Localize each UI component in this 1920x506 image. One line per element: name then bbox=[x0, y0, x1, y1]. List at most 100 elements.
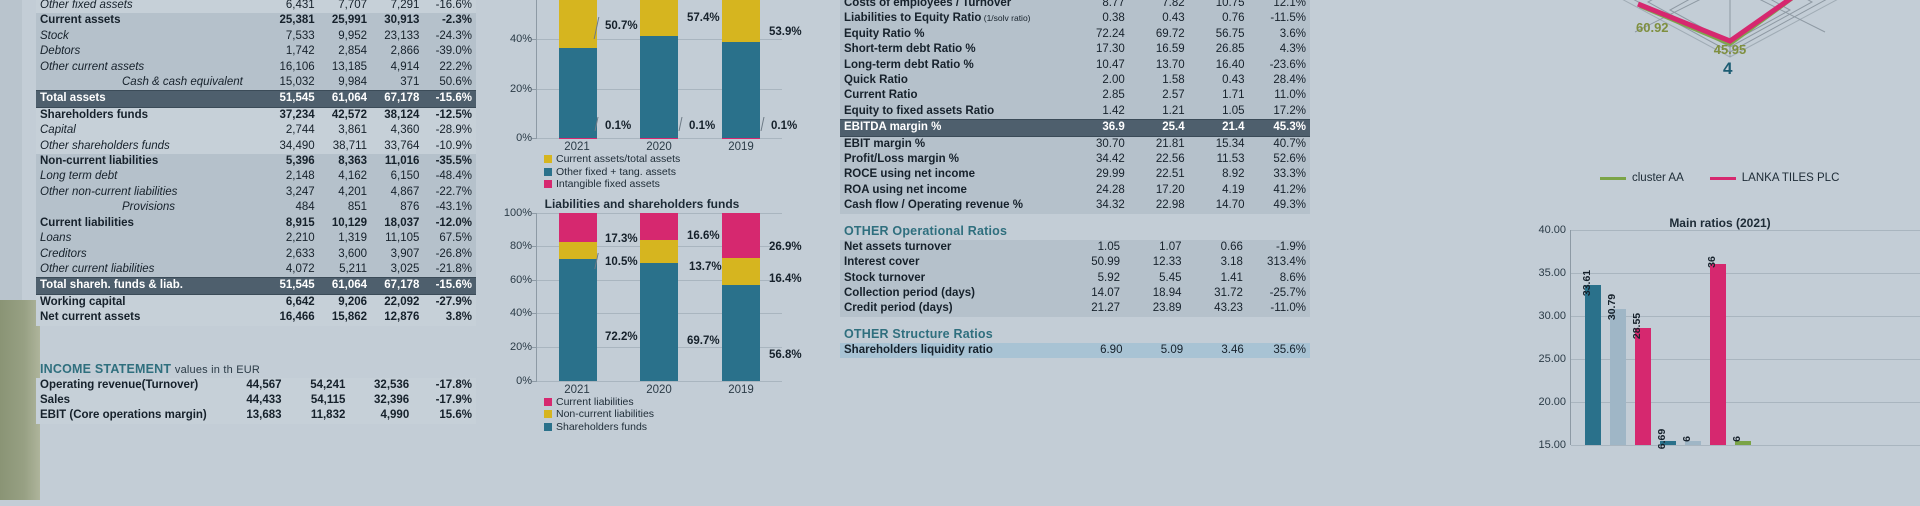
main-ratio-label: Profit/Loss margin % bbox=[840, 152, 1069, 167]
balance-sheet-value: 5,396 bbox=[266, 154, 318, 169]
operational-ratio-value: -11.0% bbox=[1247, 301, 1310, 316]
main-ratio-value: 45.3% bbox=[1249, 120, 1311, 136]
x-axis-label: 2019 bbox=[722, 141, 760, 153]
main-ratio-value: 30.70 bbox=[1069, 136, 1129, 152]
stacked-bar bbox=[640, 213, 678, 381]
structure-ratio-label: Shareholders liquidity ratio bbox=[840, 343, 1066, 358]
bar-value-label: 6 bbox=[1681, 436, 1693, 442]
balance-sheet-value: 2,148 bbox=[266, 169, 318, 184]
operational-ratio-value: 313.4% bbox=[1247, 255, 1310, 270]
main-ratio-value: 49.3% bbox=[1249, 198, 1311, 213]
balance-sheet-label: Net current assets bbox=[36, 310, 266, 325]
main-ratio-value: 34.32 bbox=[1069, 198, 1129, 213]
main-ratio-value: 8.77 bbox=[1069, 0, 1129, 11]
bar-group bbox=[537, 0, 782, 138]
bar-segment bbox=[722, 213, 760, 258]
structure-ratio-value: 35.6% bbox=[1248, 343, 1310, 358]
balance-sheet-value: 4,162 bbox=[319, 169, 371, 184]
operational-ratio-label: Credit period (days) bbox=[840, 301, 1063, 316]
balance-sheet-value: 42,572 bbox=[319, 107, 371, 123]
balance-sheet-label: Capital bbox=[36, 123, 266, 138]
balance-sheet-label: Current assets bbox=[36, 13, 266, 28]
balance-sheet-value: 10,129 bbox=[319, 216, 371, 231]
balance-sheet-value: 25,381 bbox=[266, 13, 318, 28]
main-ratio-value: 0.76 bbox=[1189, 11, 1249, 26]
company-label: LANKA TILES PLC bbox=[1742, 172, 1840, 184]
balance-sheet-value: 8,915 bbox=[266, 216, 318, 231]
main-ratio-value: 2.85 bbox=[1069, 88, 1129, 103]
main-ratio-value: 16.40 bbox=[1189, 58, 1249, 73]
main-ratio-value: 16.59 bbox=[1129, 42, 1189, 57]
income-statement-value: 15.6% bbox=[413, 408, 476, 423]
income-statement-value: 4,990 bbox=[349, 408, 413, 423]
legend-item: Current liabilities bbox=[544, 396, 782, 409]
y-axis-label: 15.00 bbox=[1538, 439, 1566, 451]
balance-sheet-value: 67.5% bbox=[423, 231, 476, 246]
balance-sheet-value: 18,037 bbox=[371, 216, 423, 231]
left-green-strip bbox=[0, 300, 40, 500]
main-ratio-value: 2.00 bbox=[1069, 73, 1129, 88]
gridline bbox=[537, 381, 782, 382]
main-ratio-value: 15.34 bbox=[1189, 136, 1249, 152]
operational-ratio-value: 0.66 bbox=[1186, 240, 1247, 255]
balance-sheet-value: -39.0% bbox=[423, 44, 476, 59]
main-ratio-value: 2.57 bbox=[1129, 88, 1189, 103]
cluster-line-swatch bbox=[1600, 177, 1626, 180]
income-statement-value: 11,832 bbox=[286, 408, 350, 423]
operational-ratio-value: 43.23 bbox=[1186, 301, 1247, 316]
bar-value-label: 36 bbox=[1706, 257, 1718, 269]
balance-sheet-value: 9,206 bbox=[319, 294, 371, 310]
main-ratio-value: 14.70 bbox=[1189, 198, 1249, 213]
balance-sheet-value: -26.8% bbox=[423, 247, 476, 262]
y-axis-label: 25.00 bbox=[1538, 353, 1566, 365]
structure-ratios-title: OTHER Structure Ratios bbox=[840, 317, 1310, 343]
balance-sheet-value: 4,914 bbox=[371, 60, 423, 75]
x-axis-label: 2021 bbox=[558, 384, 596, 396]
y-axis-label: 30.00 bbox=[1538, 310, 1566, 322]
left-edge-strip bbox=[0, 0, 22, 320]
balance-sheet-label: Other current assets bbox=[36, 60, 266, 75]
y-axis-label: 40.00 bbox=[1538, 224, 1566, 236]
income-statement-value: 44,433 bbox=[222, 393, 286, 408]
balance-sheet-label: Shareholders funds bbox=[36, 107, 266, 123]
main-ratio-label: Long-term debt Ratio % bbox=[840, 58, 1069, 73]
income-statement-value: 32,536 bbox=[349, 378, 413, 393]
bar-value-label: 6.69 bbox=[1656, 429, 1668, 449]
data-label: 16.6% bbox=[687, 230, 720, 242]
axis-tick bbox=[532, 381, 537, 382]
main-ratio-value: 1.42 bbox=[1069, 104, 1129, 120]
balance-sheet-value: 6,150 bbox=[371, 169, 423, 184]
main-ratio-row: Liabilities to Equity Ratio (1/solv rati… bbox=[840, 11, 1310, 26]
x-axis-label: 2020 bbox=[640, 141, 678, 153]
main-ratio-value: 0.38 bbox=[1069, 11, 1129, 26]
data-label: 10.5% bbox=[605, 256, 638, 268]
main-ratios-bar: 6 bbox=[1685, 441, 1701, 445]
x-axis-label: 2019 bbox=[722, 384, 760, 396]
balance-sheet-value: 13,185 bbox=[319, 60, 371, 75]
legend-label: Other fixed + tang. assets bbox=[556, 166, 676, 179]
balance-sheet-value: -43.1% bbox=[423, 200, 476, 215]
balance-sheet-value: 4,072 bbox=[266, 262, 318, 278]
income-statement-value: 54,115 bbox=[286, 393, 350, 408]
operational-ratio-value: 1.05 bbox=[1063, 240, 1124, 255]
data-label: 69.7% bbox=[687, 335, 720, 347]
balance-sheet-value: 484 bbox=[266, 200, 318, 215]
bar-segment bbox=[722, 285, 760, 380]
bar-group bbox=[537, 213, 782, 381]
balance-sheet-label: Debtors bbox=[36, 44, 266, 59]
balance-sheet-value: -21.8% bbox=[423, 262, 476, 278]
main-ratio-label: Costs of employees / Turnover bbox=[840, 0, 1069, 11]
balance-sheet-value: -27.9% bbox=[423, 294, 476, 310]
y-axis-label: 0% bbox=[516, 132, 532, 144]
bar-segment bbox=[559, 0, 597, 48]
